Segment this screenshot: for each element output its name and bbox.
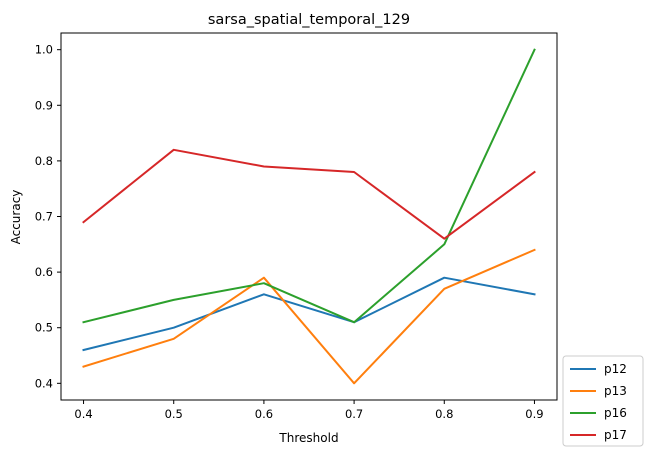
- y-axis: 0.4 0.5 0.6 0.7 0.8 0.9 1.0: [35, 43, 61, 390]
- x-axis-label: Threshold: [278, 431, 338, 445]
- y-tick-label: 0.7: [35, 210, 53, 224]
- series-line-p12: [82, 276, 536, 352]
- series-line-p17: [82, 148, 536, 240]
- y-axis-label: Accuracy: [9, 190, 23, 245]
- y-tick-label: 0.5: [35, 321, 53, 335]
- series-line-p13: [82, 248, 536, 385]
- y-tick-label: 0.8: [35, 154, 53, 168]
- x-tick-label: 0.7: [345, 407, 363, 421]
- x-tick-label: 0.6: [255, 407, 273, 421]
- plot-area: [60, 32, 558, 401]
- legend-label-p12: p12: [604, 362, 627, 376]
- y-tick-label: 0.6: [35, 265, 53, 279]
- x-tick-label: 0.5: [165, 407, 183, 421]
- x-tick-label: 0.9: [525, 407, 543, 421]
- x-tick-label: 0.4: [74, 407, 92, 421]
- chart-title: sarsa_spatial_temporal_129: [208, 12, 410, 28]
- legend-label-p13: p13: [604, 384, 627, 398]
- y-tick-label: 0.9: [35, 98, 53, 112]
- legend-label-p16: p16: [604, 406, 627, 420]
- plot-frame: [60, 32, 558, 401]
- legend: p12 p13 p16 p17: [562, 355, 644, 447]
- legend-label-p17: p17: [604, 428, 627, 442]
- x-tick-label: 0.8: [435, 407, 453, 421]
- legend-box: [562, 355, 644, 447]
- y-tick-label: 0.4: [35, 376, 53, 390]
- y-tick-label: 1.0: [35, 43, 53, 57]
- series-line-p16: [82, 48, 536, 324]
- x-axis: 0.4 0.5 0.6 0.7 0.8 0.9: [74, 400, 544, 421]
